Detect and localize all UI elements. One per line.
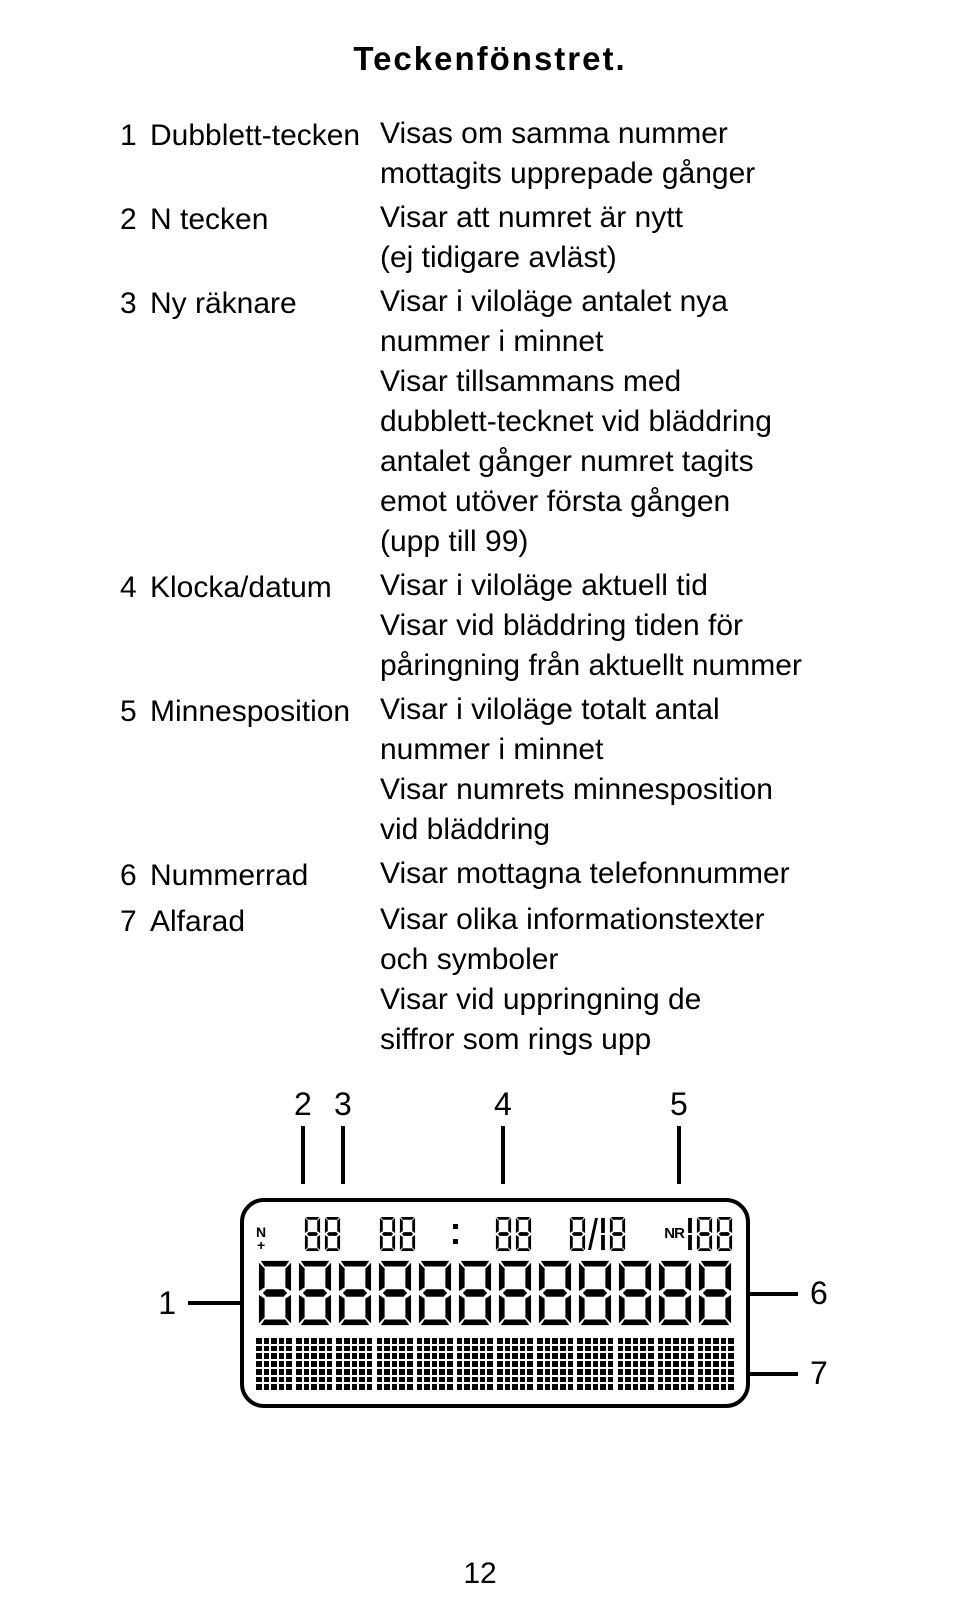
lcd-small-group — [378, 1216, 417, 1252]
segment-one-icon — [599, 1216, 607, 1252]
definition-row: 2N teckenVisar att numret är nytt(ej tid… — [120, 198, 860, 278]
row-label: Nummerrad — [150, 854, 380, 896]
row-description: Visar att numret är nytt(ej tidigare avl… — [380, 198, 860, 278]
callout-top: 5 — [670, 1088, 688, 1184]
seven-segment-large-icon — [496, 1259, 534, 1327]
dotmatrix-char — [377, 1338, 413, 1390]
row-description: Visar i viloläge antalet nyanummer i min… — [380, 282, 860, 562]
callout-number: 6 — [810, 1275, 828, 1312]
lcd-small-group — [303, 1216, 342, 1252]
seven-segment-large-icon — [456, 1259, 494, 1327]
seven-segment-small-icon — [514, 1216, 533, 1252]
lcd-small-group: NR — [662, 1216, 734, 1252]
seven-segment-small-icon — [608, 1216, 627, 1252]
row-number: 2 — [120, 198, 150, 240]
seven-segment-large-icon — [296, 1259, 334, 1327]
lcd-figure: 23 4 5 1 N+ NR 6 7 — [130, 1088, 850, 1408]
seven-segment-small-icon — [568, 1216, 587, 1252]
dotmatrix-char — [618, 1338, 654, 1390]
page-number: 12 — [0, 1557, 960, 1591]
definition-row: 7AlfaradVisar olika informationstexteroc… — [120, 900, 860, 1060]
lcd-small-group — [568, 1216, 627, 1252]
dotmatrix-char — [497, 1338, 533, 1390]
seven-segment-small-icon — [695, 1216, 714, 1252]
seven-segment-large-icon — [256, 1259, 294, 1327]
lcd-display: N+ NR — [240, 1198, 750, 1408]
colon-icon — [453, 1219, 458, 1249]
row-label: Alfarad — [150, 900, 380, 942]
callout-top: 3 — [334, 1088, 352, 1184]
lcd-indicator-stack: N+ — [256, 1226, 266, 1252]
row-number: 4 — [120, 566, 150, 608]
dotmatrix-char — [296, 1338, 332, 1390]
dotmatrix-char — [577, 1338, 613, 1390]
seven-segment-large-icon — [696, 1259, 734, 1327]
dotmatrix-char — [698, 1338, 734, 1390]
callout-line — [750, 1292, 798, 1296]
definition-row: 1Dubblett-teckenVisas om samma nummermot… — [120, 114, 860, 194]
row-label: Minnesposition — [150, 690, 380, 732]
callout-number: 1 — [158, 1285, 176, 1322]
row-label: Dubblett-tecken — [150, 114, 380, 156]
segment-one-icon — [686, 1216, 694, 1252]
row-description: Visar i viloläge totalt antalnummer i mi… — [380, 690, 860, 850]
row-number: 7 — [120, 900, 150, 942]
row-label: Klocka/datum — [150, 566, 380, 608]
row-number: 1 — [120, 114, 150, 156]
definition-list: 1Dubblett-teckenVisas om samma nummermot… — [120, 114, 860, 1060]
seven-segment-small-icon — [323, 1216, 342, 1252]
page-title: Teckenfönstret. — [120, 40, 860, 78]
callout-left: 1 — [130, 1285, 240, 1322]
callout-right: 6 — [750, 1275, 828, 1312]
seven-segment-large-icon — [416, 1259, 454, 1327]
seven-segment-large-icon — [536, 1259, 574, 1327]
row-description: Visas om samma nummermottagits upprepade… — [380, 114, 860, 194]
seven-segment-small-icon — [398, 1216, 417, 1252]
row-description: Visar olika informationstexteroch symbol… — [380, 900, 860, 1060]
seven-segment-small-icon — [715, 1216, 734, 1252]
seven-segment-small-icon — [378, 1216, 397, 1252]
row-description: Visar mottagna telefonnummer — [380, 854, 860, 894]
slash-icon — [588, 1216, 598, 1252]
seven-segment-large-icon — [336, 1259, 374, 1327]
callout-line — [750, 1372, 798, 1376]
row-number: 3 — [120, 282, 150, 324]
callout-number: 3 — [334, 1088, 352, 1120]
dotmatrix-char — [658, 1338, 694, 1390]
definition-row: 3Ny räknareVisar i viloläge antalet nyan… — [120, 282, 860, 562]
row-label: N tecken — [150, 198, 380, 240]
callout-line — [501, 1126, 505, 1184]
row-description: Visar i viloläge aktuell tidVisar vid bl… — [380, 566, 860, 686]
seven-segment-large-icon — [656, 1259, 694, 1327]
dotmatrix-char — [256, 1338, 292, 1390]
seven-segment-large-icon — [616, 1259, 654, 1327]
callout-number: 2 — [294, 1088, 312, 1120]
callout-top: 2 — [294, 1088, 312, 1184]
callout-line — [677, 1126, 681, 1184]
seven-segment-small-icon — [303, 1216, 322, 1252]
callout-line — [301, 1126, 305, 1184]
row-number: 5 — [120, 690, 150, 732]
callout-number: 5 — [670, 1088, 688, 1120]
callout-number: 4 — [494, 1088, 512, 1120]
definition-row: 4Klocka/datumVisar i viloläge aktuell ti… — [120, 566, 860, 686]
dotmatrix-char — [457, 1338, 493, 1390]
dotmatrix-char — [336, 1338, 372, 1390]
seven-segment-large-icon — [576, 1259, 614, 1327]
definition-row: 5MinnespositionVisar i viloläge totalt a… — [120, 690, 860, 850]
lcd-nr-label: NR — [664, 1225, 684, 1252]
callout-number: 7 — [810, 1355, 828, 1392]
callout-line — [188, 1301, 240, 1305]
row-number: 6 — [120, 854, 150, 896]
dotmatrix-char — [537, 1338, 573, 1390]
seven-segment-small-icon — [494, 1216, 513, 1252]
callout-right: 7 — [750, 1355, 828, 1392]
lcd-small-group — [494, 1216, 533, 1252]
dotmatrix-char — [417, 1338, 453, 1390]
callout-line — [341, 1126, 345, 1184]
definition-row: 6NummerradVisar mottagna telefonnummer — [120, 854, 860, 896]
callout-top: 4 — [494, 1088, 512, 1184]
seven-segment-large-icon — [376, 1259, 414, 1327]
row-label: Ny räknare — [150, 282, 380, 324]
